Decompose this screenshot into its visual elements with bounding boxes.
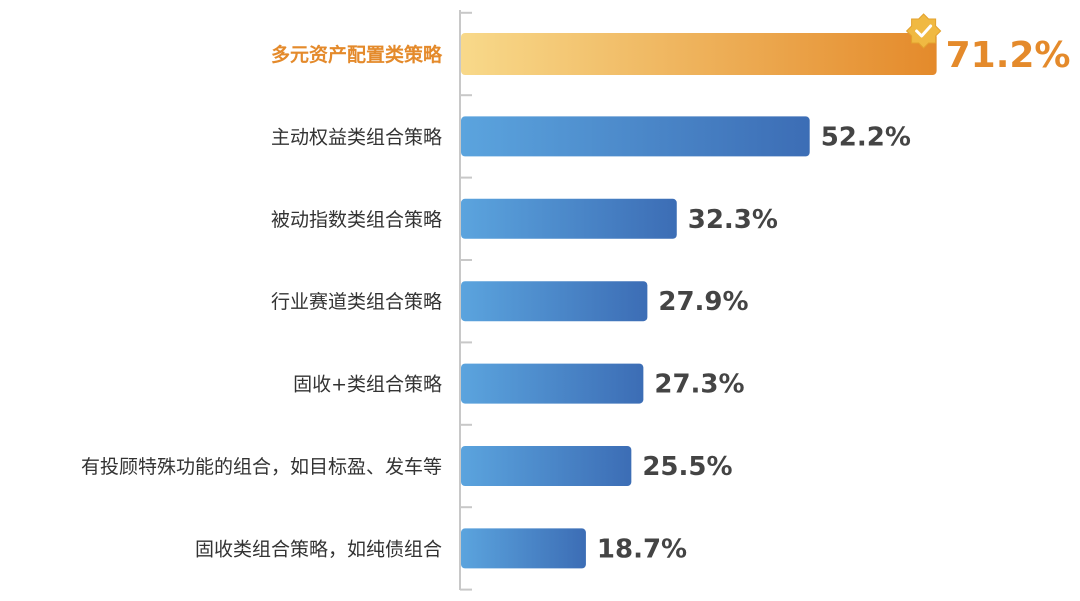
category-label: 固收类组合策略，如纯债组合: [195, 538, 442, 560]
value-label: 27.3%: [654, 370, 744, 400]
category-label: 固收+类组合策略: [293, 374, 442, 396]
category-label: 被动指数类组合策略: [271, 209, 442, 231]
category-label: 行业赛道类组合策略: [271, 291, 442, 313]
value-label: 27.9%: [658, 287, 748, 317]
bar: [461, 281, 648, 322]
value-label: 32.3%: [688, 205, 778, 235]
bar: [461, 446, 632, 486]
value-label: 18.7%: [597, 534, 687, 564]
bar-highlight: [461, 33, 937, 75]
category-labels: 多元资产配置类策略主动权益类组合策略被动指数类组合策略行业赛道类组合策略固收+类…: [81, 43, 443, 560]
bar: [461, 198, 677, 239]
badge-check-icon: [905, 13, 942, 49]
category-label: 多元资产配置类策略: [271, 43, 443, 66]
category-label: 主动权益类组合策略: [271, 126, 442, 148]
bar: [461, 116, 810, 157]
value-label: 52.2%: [821, 122, 911, 152]
category-label: 有投顾特殊功能的组合，如目标盈、发车等: [81, 456, 442, 478]
bars: [461, 13, 942, 569]
bar: [461, 528, 586, 569]
value-labels: 71.2% 52.2% 32.3% 27.9% 27.3% 25.5% 18.7%: [597, 35, 1071, 564]
category-axis: [459, 10, 472, 591]
value-label: 25.5%: [642, 452, 732, 482]
bar: [461, 363, 644, 404]
value-label: 71.2%: [946, 35, 1071, 76]
